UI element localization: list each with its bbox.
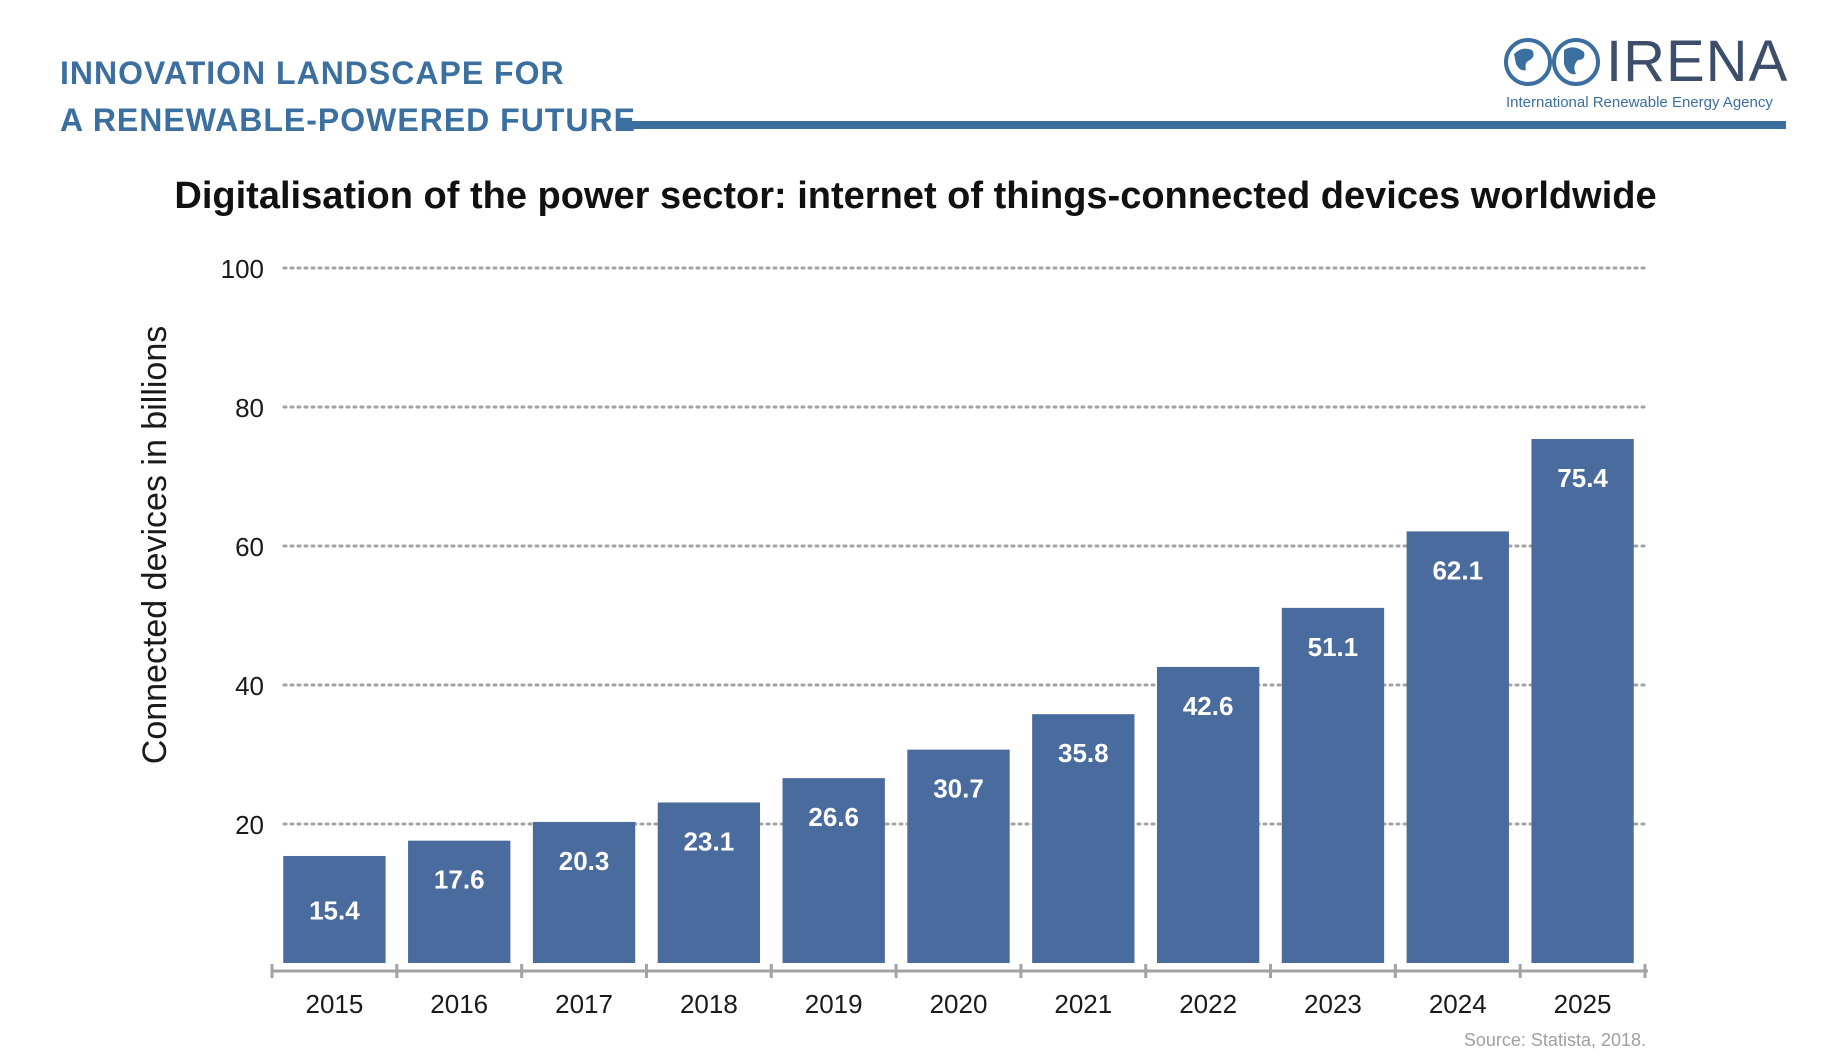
- y-tick-label: 60: [235, 532, 264, 562]
- bar: [408, 840, 511, 963]
- report-series-title-line2: A RENEWABLE-POWERED FUTURE: [60, 102, 636, 138]
- x-tick-label: 2020: [930, 989, 988, 1019]
- bar: [1281, 607, 1385, 963]
- x-tick-label: 2019: [805, 989, 863, 1019]
- bar-value-label: 62.1: [1432, 555, 1483, 585]
- y-axis-label: Connected devices in billions: [136, 326, 174, 764]
- bar-value-label: 23.1: [684, 826, 735, 856]
- x-tick-label: 2022: [1179, 989, 1237, 1019]
- bars: 15.4 17.6 20.3 23.1 26.6 30.7 35.8 42.6 51.1 62.1…: [283, 438, 1634, 964]
- bar: [283, 855, 386, 963]
- bar-value-label: 20.3: [559, 846, 610, 876]
- x-tick-label: 2017: [555, 989, 613, 1019]
- bar: [1032, 714, 1135, 963]
- x-tick-label: 2023: [1304, 989, 1362, 1019]
- bar: [1531, 438, 1634, 964]
- bar: [907, 749, 1010, 963]
- y-axis-ticks: 20 40 60 80 100: [221, 254, 264, 840]
- bar: [782, 778, 885, 963]
- report-series-title-line1: INNOVATION LANDSCAPE FOR: [60, 55, 565, 91]
- x-tick-label: 2016: [430, 989, 488, 1019]
- bar-value-label: 35.8: [1058, 738, 1109, 768]
- source-note: Source: Statista, 2018.: [1463, 1030, 1646, 1050]
- bar-value-label: 30.7: [933, 774, 984, 804]
- irena-logo: IRENA International Renewable Energy Age…: [1502, 30, 1792, 116]
- report-series-title: INNOVATION LANDSCAPE FOR A RENEWABLE-POW…: [60, 50, 636, 144]
- x-tick-label: 2021: [1054, 989, 1112, 1019]
- y-tick-label: 80: [235, 393, 264, 423]
- bar: [532, 821, 636, 963]
- bar-value-label: 75.4: [1557, 463, 1608, 493]
- chart-title: Digitalisation of the power sector: inte…: [174, 175, 1657, 217]
- x-axis: 2015 2016 2017 2018 2019 2020 2021 2022 2023 2024…: [270, 964, 1648, 1019]
- y-tick-label: 40: [235, 671, 264, 701]
- x-tick-label: 2015: [305, 989, 363, 1019]
- bar-value-label: 15.4: [309, 895, 360, 925]
- globe-icon: [1504, 38, 1600, 86]
- bar-value-label: 17.6: [434, 865, 485, 895]
- x-tick-label: 2025: [1554, 989, 1612, 1019]
- bar-value-label: 26.6: [808, 802, 859, 832]
- x-tick-label: 2018: [680, 989, 738, 1019]
- bar: [1156, 666, 1260, 963]
- bar-value-label: 42.6: [1183, 691, 1234, 721]
- bar: [1406, 531, 1509, 963]
- bar-value-label: 51.1: [1308, 632, 1359, 662]
- header-divider: [620, 121, 1786, 129]
- y-tick-label: 20: [235, 810, 264, 840]
- y-tick-label: 100: [221, 254, 264, 284]
- bar: [657, 802, 761, 963]
- logo-subtitle: International Renewable Energy Agency: [1506, 94, 1773, 111]
- logo-wordmark: IRENA: [1606, 29, 1789, 94]
- x-tick-label: 2024: [1429, 989, 1487, 1019]
